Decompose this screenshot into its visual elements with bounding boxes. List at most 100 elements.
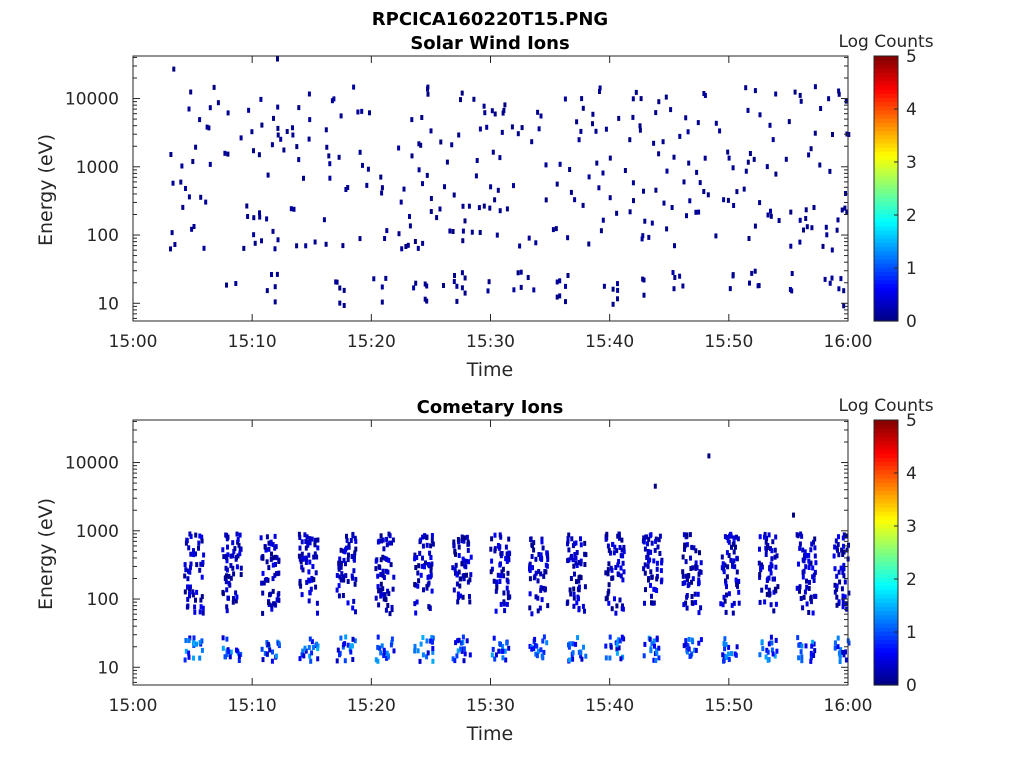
heatmap-cell [233, 546, 237, 552]
heatmap-cell [443, 184, 446, 190]
heatmap-cell [729, 557, 733, 563]
colorbar-segment [874, 308, 898, 314]
heatmap-cell [655, 576, 659, 582]
heatmap-cell [315, 554, 319, 560]
colorbar-segment [874, 89, 898, 94]
heatmap-cell [308, 653, 312, 659]
heatmap-cell [671, 270, 675, 275]
heatmap-cell [771, 137, 775, 143]
heatmap-cell [533, 636, 537, 642]
heatmap-cell [758, 574, 762, 580]
heatmap-cell [628, 209, 632, 215]
heatmap-cell [837, 91, 841, 97]
colorbar-segment [874, 300, 898, 306]
heatmap-cell [267, 540, 271, 546]
heatmap-cell [456, 595, 460, 600]
heatmap-cell [648, 533, 652, 539]
heatmap-cell [386, 653, 390, 659]
heatmap-cell [431, 658, 435, 664]
heatmap-cell [354, 546, 358, 552]
heatmap-cell [458, 583, 462, 589]
heatmap-cell [703, 155, 707, 161]
heatmap-cell [342, 303, 346, 308]
heatmap-cell [608, 655, 612, 661]
heatmap-cell [223, 654, 227, 660]
heatmap-cell [298, 545, 302, 551]
heatmap-cell [380, 190, 384, 196]
heatmap-cell [565, 600, 569, 606]
heatmap-cell [615, 650, 619, 656]
heatmap-cell [493, 546, 497, 552]
heatmap-cell [353, 581, 357, 587]
heatmap-cell [342, 577, 346, 583]
heatmap-cell [482, 103, 486, 109]
colorbar-segment [874, 635, 898, 641]
heatmap-cell [532, 575, 536, 581]
heatmap-cell [614, 565, 618, 570]
heatmap-cell [813, 130, 817, 136]
heatmap-cell [813, 648, 817, 654]
heatmap-cell [406, 242, 410, 248]
heatmap-cell [327, 153, 331, 159]
heatmap-cell [412, 285, 416, 291]
heatmap-cell [376, 645, 380, 650]
heatmap-cell [180, 163, 184, 169]
colorbar-segment [874, 275, 898, 281]
heatmap-cell [417, 563, 421, 569]
heatmap-cell [802, 594, 806, 600]
heatmap-cell [207, 125, 211, 131]
heatmap-cell [821, 243, 825, 249]
heatmap-cell [616, 287, 620, 293]
heatmap-cell [798, 588, 801, 594]
heatmap-cell [337, 566, 341, 572]
colorbar-segment [874, 569, 898, 574]
heatmap-cell [692, 545, 696, 551]
heatmap-cell [383, 555, 387, 561]
heatmap-cell [695, 169, 699, 175]
colorbar-segment [874, 573, 898, 578]
heatmap-cell [425, 172, 429, 178]
heatmap-cell [462, 658, 466, 664]
heatmap-cell [310, 577, 314, 583]
heatmap-cell [489, 184, 493, 190]
panel-cometary-ions: Cometary Ions Log Counts Time Energy (eV… [35, 396, 934, 745]
x-tick-label: 15:40 [585, 332, 634, 352]
colorbar-segment [874, 664, 898, 670]
heatmap-cell [694, 647, 698, 653]
heatmap-cell [307, 578, 311, 584]
heatmap-cell [812, 578, 816, 583]
heatmap-cell [606, 567, 610, 573]
heatmap-cell [843, 579, 847, 585]
heatmap-cell [349, 538, 353, 543]
heatmap-cell [615, 603, 619, 609]
heatmap-cell [784, 156, 788, 162]
heatmap-cell [345, 537, 349, 543]
heatmap-cell [349, 649, 353, 655]
heatmap-cell [686, 583, 690, 589]
colorbar-label-1: Log Counts [838, 32, 933, 52]
heatmap-cell [724, 642, 728, 647]
heatmap-cell [722, 653, 726, 659]
heatmap-cell [267, 565, 271, 571]
heatmap-cell [652, 657, 656, 663]
heatmap-cell [229, 649, 233, 655]
heatmap-cell [494, 608, 498, 614]
heatmap-cell [186, 576, 190, 582]
heatmap-cell [427, 580, 431, 586]
heatmap-cell [187, 638, 191, 644]
heatmap-cell [842, 532, 846, 538]
heatmap-cell [792, 512, 795, 518]
colorbar-segment [874, 209, 898, 214]
heatmap-cell [834, 538, 838, 544]
heatmap-cell [623, 168, 627, 173]
heatmap-cell [271, 542, 275, 547]
heatmap-cell [686, 129, 690, 135]
heatmap-cell [231, 599, 235, 605]
heatmap-cell [684, 573, 688, 579]
heatmap-cell [773, 547, 777, 553]
heatmap-cell [301, 648, 305, 654]
heatmap-cell [807, 552, 811, 558]
heatmap-cell [312, 577, 316, 583]
heatmap-cell [567, 557, 571, 563]
heatmap-cell [608, 155, 612, 161]
